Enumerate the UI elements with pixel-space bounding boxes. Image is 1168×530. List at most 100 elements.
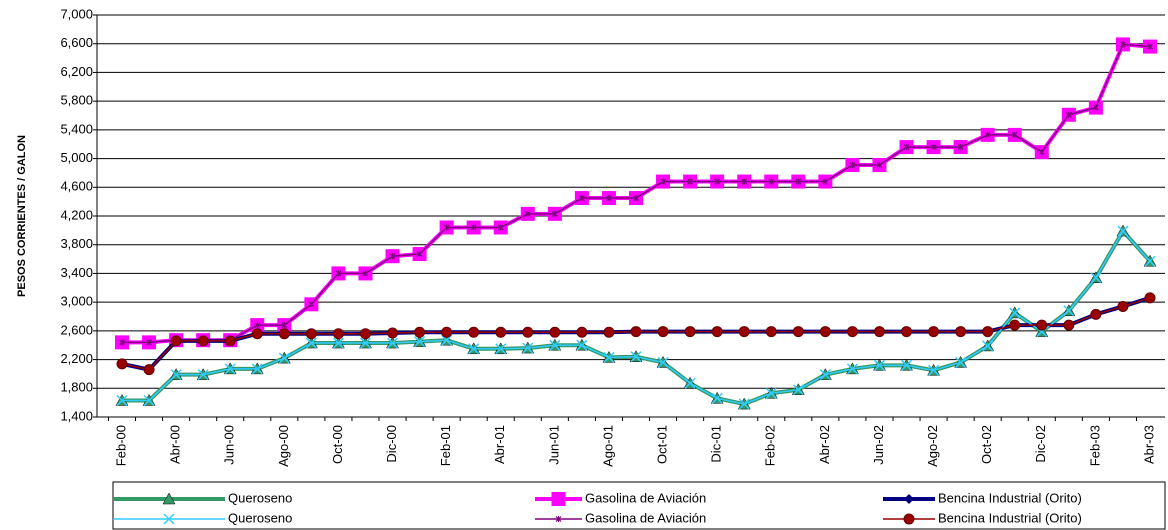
marker [738,398,750,410]
marker [386,337,399,349]
marker [359,337,372,349]
series [119,41,1153,346]
marker [1038,149,1045,156]
marker [873,359,886,371]
marker [846,326,858,338]
x-tick-label: Abr-00 [168,425,183,464]
marker [116,394,128,407]
x-tick-label: Feb-02 [763,425,778,466]
marker [657,326,669,338]
legend-box [112,481,1166,530]
marker [1117,300,1129,312]
marker [711,326,723,338]
marker [738,326,750,338]
y-tick-label: 3,400 [60,265,93,280]
legend-item: Gasolina de Aviación [535,490,706,506]
x-tick-label: Oct-02 [979,425,994,464]
legend-marker [162,492,176,505]
marker [224,363,236,375]
marker [497,224,504,231]
marker [254,322,261,329]
marker [955,356,967,368]
legend-marker [555,516,562,522]
marker [1011,131,1018,138]
legend-item: Queroseno [113,510,292,525]
y-tick-label: 5,800 [60,93,93,108]
x-tick-label: Dic-00 [384,425,399,463]
marker [522,342,534,354]
marker [170,369,182,381]
marker [387,327,399,339]
marker [765,387,777,399]
marker [224,335,236,347]
marker [549,339,561,351]
marker [332,337,344,349]
marker [578,195,585,202]
marker [308,301,315,308]
series-line [122,230,1151,405]
marker [901,326,913,338]
marker [1147,43,1153,50]
marker [576,326,588,338]
marker [606,195,612,202]
y-tick-label: 4,200 [60,207,93,222]
series [116,292,1156,376]
x-tick-label: Jun-01 [546,425,561,465]
marker [1090,272,1102,284]
marker [389,253,396,260]
marker [468,343,480,355]
marker [1009,319,1021,331]
legend-item: Gasolina de Aviación [535,510,706,525]
marker [873,326,885,338]
marker [1063,305,1075,317]
marker [876,162,883,169]
legend-label: Queroseno [228,510,292,525]
marker [362,270,369,277]
marker [630,351,642,363]
marker [768,178,775,185]
y-tick-label: 5,400 [60,121,93,136]
marker [984,131,991,138]
marker [305,337,317,349]
marker [470,224,477,231]
marker [278,352,290,364]
marker [955,326,967,338]
marker [741,178,748,185]
marker [928,364,940,376]
marker [928,326,940,338]
marker [1065,111,1072,118]
marker [414,326,426,338]
marker [982,340,994,352]
marker [1117,225,1129,237]
x-tick-label: Oct-01 [654,425,669,464]
marker [1090,308,1102,320]
legend-marker [903,513,915,525]
marker [549,326,561,338]
marker [305,328,317,340]
marker [1092,104,1099,111]
marker [1120,41,1126,48]
marker [819,369,831,381]
series [115,224,1157,410]
marker [982,326,994,338]
y-axis-title: PESOS CORRIENTES / GALON [16,135,28,297]
marker [687,178,694,185]
marker [630,326,642,338]
marker [576,339,588,351]
marker [849,162,856,169]
x-tick-label: Abr-03 [1141,425,1156,464]
marker [684,377,696,389]
marker [414,336,426,348]
series-line [122,229,1152,407]
legend-item: Bencina Industrial (Orito) [883,510,1082,525]
marker [146,339,152,346]
legend-label: Gasolina de Aviación [585,490,706,505]
marker [143,394,155,407]
marker [416,251,423,258]
marker [957,144,964,151]
marker [900,359,913,371]
marker [251,328,263,340]
marker [359,328,371,340]
